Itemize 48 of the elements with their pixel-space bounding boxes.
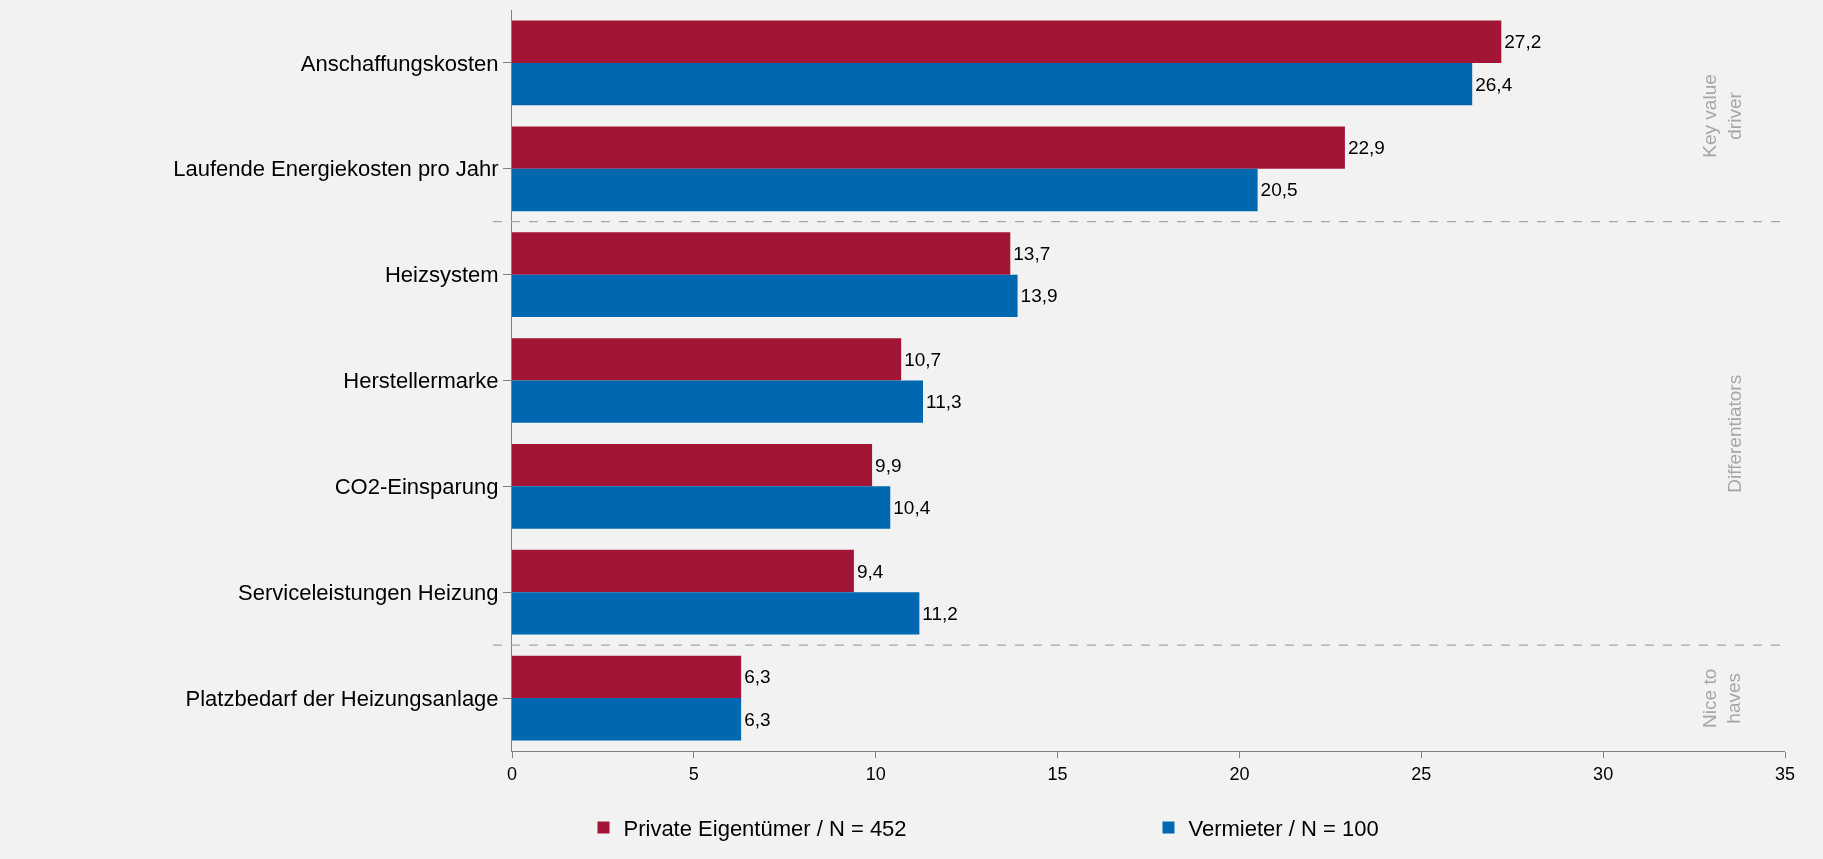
y-tick-label: CO2-Einsparung <box>334 474 499 500</box>
bar <box>512 62 1473 106</box>
data-label: 20,5 <box>1260 179 1298 201</box>
bar <box>512 486 891 529</box>
data-label: 10,7 <box>904 348 942 370</box>
x-tick-label: 30 <box>1593 763 1614 784</box>
data-label: 11,3 <box>926 391 962 413</box>
bar <box>512 126 1345 169</box>
y-tick-label: Herstellermarke <box>343 368 499 394</box>
data-label: 13,9 <box>1020 285 1058 307</box>
bar <box>512 20 1502 63</box>
data-label: 6,3 <box>744 708 771 730</box>
annotation: Nice to haves <box>1698 668 1745 728</box>
data-label: 11,2 <box>922 602 958 624</box>
bar <box>512 592 920 635</box>
data-label: 13,7 <box>1013 242 1051 264</box>
bar <box>512 274 1018 317</box>
bar <box>512 444 873 487</box>
y-tick-label: Anschaffungskosten <box>300 50 499 76</box>
x-tick-label: 5 <box>688 763 699 784</box>
y-tick-label: Laufende Energiekosten pro Jahr <box>173 156 499 182</box>
annotation: Differentiators <box>1723 374 1745 493</box>
x-tick-label: 20 <box>1229 763 1250 784</box>
data-label: 22,9 <box>1347 137 1385 159</box>
x-tick-label: 35 <box>1774 763 1796 784</box>
x-tick-label: 25 <box>1411 763 1432 784</box>
bar <box>512 549 854 593</box>
bar <box>512 338 902 381</box>
y-tick-label: Heizsystem <box>384 262 499 288</box>
data-label: 27,2 <box>1504 31 1542 53</box>
bar <box>512 655 742 699</box>
bar <box>512 380 923 423</box>
data-label: 6,3 <box>744 666 771 688</box>
x-tick-label: 10 <box>865 763 886 784</box>
y-tick-label: Platzbedarf der Heizungsanlage <box>185 685 499 711</box>
legend-label: Vermieter / N = 100 <box>1188 815 1379 841</box>
data-label: 9,9 <box>875 454 902 476</box>
x-tick-label: 0 <box>506 763 518 784</box>
bar <box>512 232 1011 275</box>
bar <box>512 168 1258 212</box>
x-tick-label: 15 <box>1047 763 1068 784</box>
annotation: Key value driver <box>1698 74 1745 158</box>
data-label: 26,4 <box>1475 73 1513 95</box>
bar <box>512 698 742 741</box>
data-label: 9,4 <box>856 560 884 582</box>
data-label: 10,4 <box>893 497 931 519</box>
legend-label: Private Eigentümer / N = 452 <box>623 815 907 841</box>
y-tick-label: Serviceleistungen Heizung <box>238 579 499 605</box>
